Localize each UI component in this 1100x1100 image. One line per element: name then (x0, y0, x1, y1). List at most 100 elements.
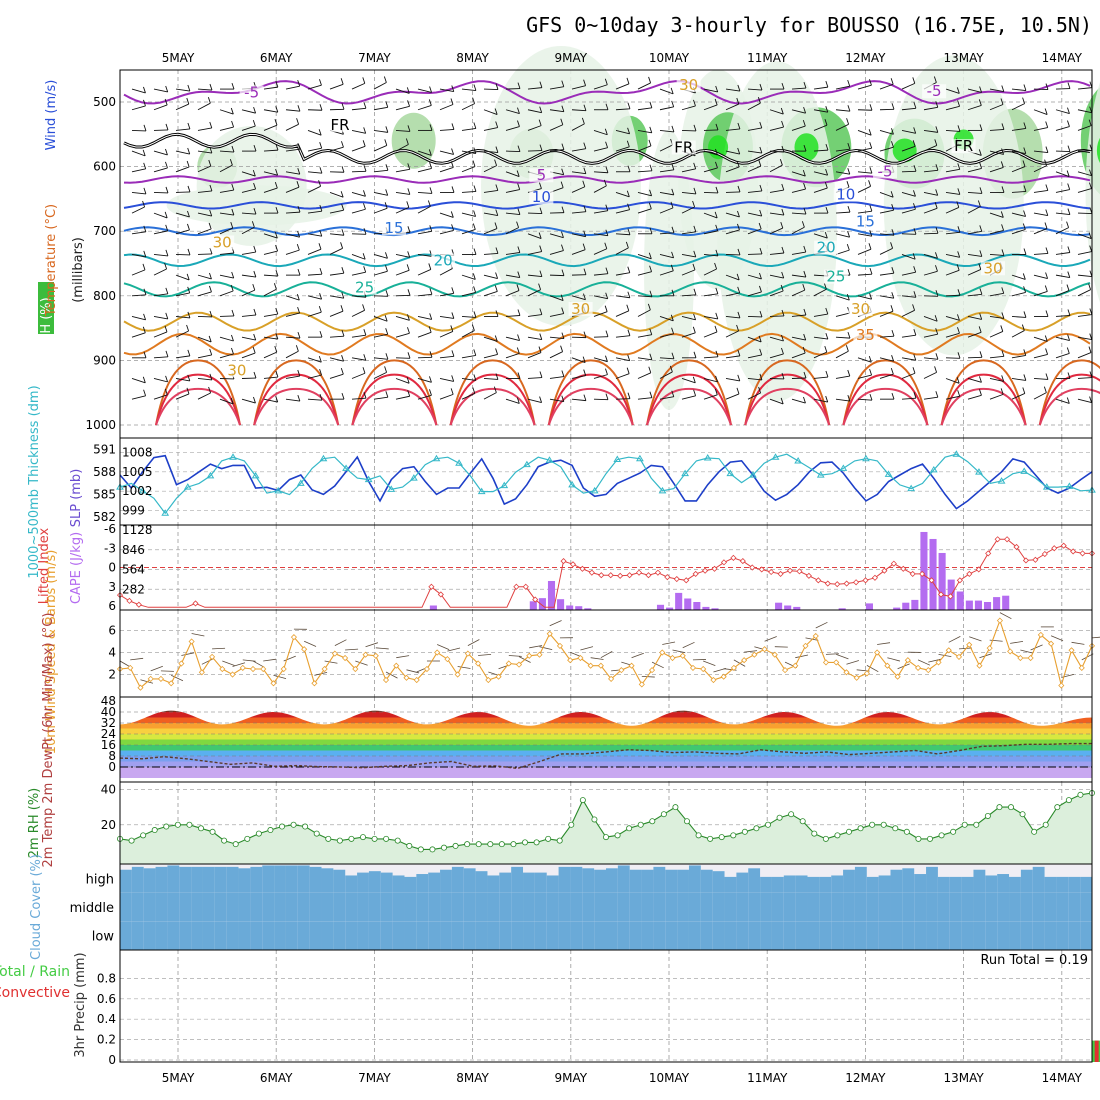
wind-barb-flag (275, 307, 279, 315)
wind-barb (857, 398, 872, 401)
wind-barb (945, 378, 960, 384)
rh-marker (915, 835, 922, 842)
wind-barb (637, 334, 652, 338)
wind-barb (461, 393, 475, 400)
cloud-cell (250, 892, 263, 922)
wind-barb-flag (1001, 85, 1005, 92)
wind-barb-flag (407, 352, 411, 359)
wind-barb-flag (340, 191, 344, 198)
surface-isotherm (253, 359, 340, 426)
wind-barb (505, 227, 519, 235)
wind-barb (373, 207, 388, 214)
wind-barb-flag (187, 311, 191, 319)
wind-barb (825, 653, 839, 655)
wind-barb (232, 662, 246, 667)
li-marker (994, 536, 1001, 543)
wind-barb-flag (649, 164, 653, 171)
cape-bar (429, 605, 437, 610)
li-marker (1004, 536, 1011, 543)
wind-marker (986, 645, 993, 652)
wind-barb-flag (560, 294, 564, 301)
wind-barb (593, 357, 608, 363)
wind-barb-flag (231, 271, 235, 279)
wind-barb (835, 295, 850, 301)
cloud-cell (143, 921, 156, 950)
wind-barb (273, 674, 287, 680)
wind-barb (703, 268, 717, 276)
cloud-cell (878, 875, 891, 893)
wind-barb-flag (165, 312, 169, 320)
wind-barb-flag (495, 348, 499, 355)
thickness-marker (523, 460, 531, 468)
wind-barb (769, 126, 784, 131)
wind-barb (901, 145, 916, 152)
wind-barb (1011, 103, 1025, 111)
wind-barb (307, 357, 322, 363)
wind-barb-flag (912, 367, 916, 374)
wind-barb (241, 226, 255, 235)
wind-barb-flag (1023, 147, 1027, 154)
wind-barb-flag (649, 353, 653, 360)
wind-barb-flag (1001, 123, 1005, 130)
wind-barb (478, 653, 492, 656)
rh-marker (1019, 811, 1026, 818)
thickness-marker (749, 471, 757, 478)
cape-tick: 846 (122, 543, 145, 557)
wind-barb-flag (209, 146, 213, 154)
panel-bg-slp (120, 438, 1092, 525)
wind-marker (874, 649, 881, 656)
wind-barb (1055, 353, 1070, 359)
cloud-cell (250, 866, 263, 893)
surface-isotherm (449, 359, 536, 426)
thickness-ylabel: 1000~500mb Thickness (dm) (27, 385, 42, 578)
wind-barb (681, 254, 696, 258)
wind-marker (853, 674, 860, 681)
cape-bar (711, 608, 719, 610)
wind-barb (637, 107, 652, 111)
wind-barb-flag (1067, 120, 1070, 127)
wind-barb (461, 378, 476, 381)
wind-barb (505, 398, 520, 404)
wind-barb-flag (957, 390, 961, 397)
rh-marker (510, 841, 517, 848)
wind-barb-flag (363, 266, 367, 273)
wind-barb-flag (670, 201, 674, 209)
wind-barb-flag (494, 285, 498, 292)
wind-barb (219, 109, 234, 115)
wind-barb (989, 128, 1004, 131)
wind-marker (935, 659, 942, 666)
wind-barb-flag (868, 355, 872, 363)
wind-barb-flag (583, 369, 587, 376)
precip-tick: 0.2 (97, 1033, 116, 1047)
cloud-cell (914, 921, 927, 950)
wind-barb-flag (627, 165, 631, 172)
rh-marker (440, 844, 447, 851)
cloud-cell (214, 866, 227, 893)
li-tick: -3 (104, 541, 116, 555)
wind-barb (593, 147, 608, 152)
wind-barb-flag (758, 335, 762, 343)
rh-marker (1008, 804, 1015, 811)
wind-barb-flag (957, 100, 961, 107)
cloud-cell (653, 866, 666, 893)
cloud-cell (534, 872, 548, 893)
wind-barb-flag (802, 119, 806, 127)
wind-barb-flag (450, 98, 454, 105)
wind-barb (1033, 378, 1048, 380)
thickness-marker (161, 509, 170, 516)
wind-barb-flag (582, 243, 586, 250)
rh-marker (359, 834, 366, 841)
wind-barb (703, 660, 716, 667)
wind-barb-flag (363, 203, 366, 210)
wind-barb-flag (759, 285, 762, 293)
wind-barb-flag (318, 180, 322, 187)
wind-barb-flag (231, 145, 235, 153)
wind-barb-flag (780, 397, 784, 405)
wind-barb-flag (605, 330, 609, 337)
wind-barb-flag (979, 187, 983, 194)
cloud-cell (428, 892, 441, 922)
wind-barb (815, 621, 828, 629)
cloud-cell (1020, 892, 1034, 922)
wind-barb (615, 146, 630, 152)
cloud-cell (724, 921, 737, 950)
